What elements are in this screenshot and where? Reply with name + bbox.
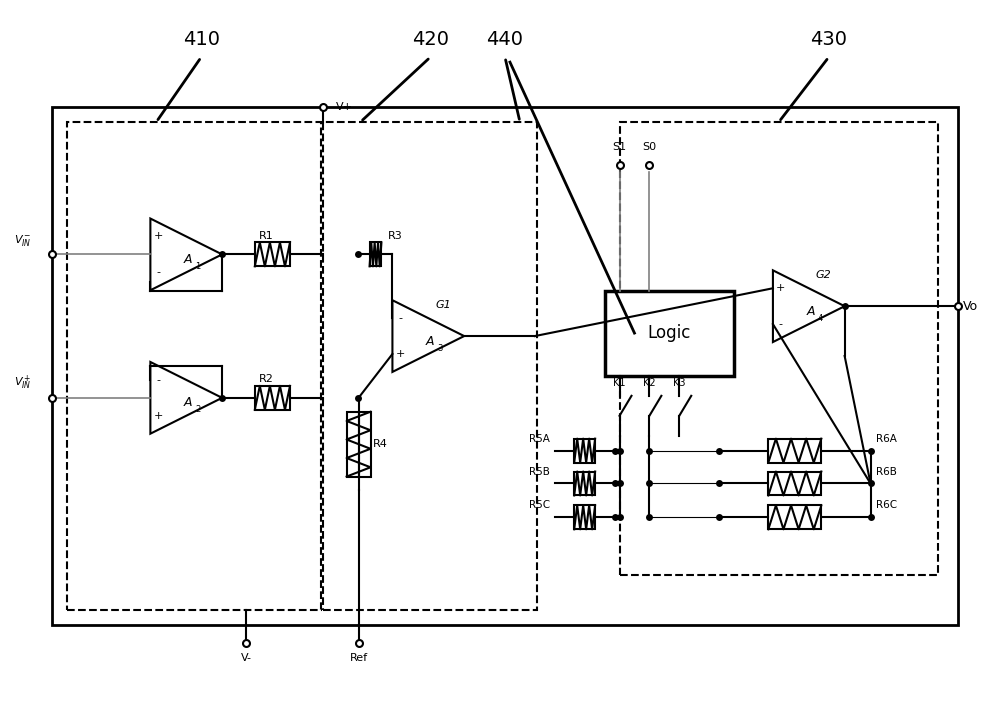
Text: 2: 2 <box>196 405 201 414</box>
Text: -: - <box>398 313 402 323</box>
Text: S0: S0 <box>642 142 656 152</box>
Text: $V_{IN}^+$: $V_{IN}^+$ <box>14 373 31 392</box>
FancyBboxPatch shape <box>768 472 821 496</box>
Text: 1: 1 <box>196 262 201 271</box>
Text: $V_{IN}^-$: $V_{IN}^-$ <box>14 234 31 249</box>
Text: +: + <box>396 349 405 359</box>
Text: K3: K3 <box>673 378 686 388</box>
Bar <box>323 122 537 610</box>
Text: A: A <box>807 305 815 318</box>
FancyBboxPatch shape <box>768 505 821 530</box>
Text: A: A <box>184 396 192 409</box>
Text: 410: 410 <box>183 30 220 49</box>
Text: V+: V+ <box>336 102 353 112</box>
Text: 420: 420 <box>412 30 449 49</box>
Text: R6B: R6B <box>876 467 896 477</box>
Bar <box>605 292 734 376</box>
Text: R3: R3 <box>388 232 403 241</box>
Text: R4: R4 <box>373 438 387 448</box>
Text: 4: 4 <box>818 313 823 323</box>
Text: R5A: R5A <box>529 433 550 443</box>
Text: R6C: R6C <box>876 501 897 510</box>
FancyBboxPatch shape <box>255 242 290 266</box>
Text: +: + <box>776 283 786 293</box>
Text: -: - <box>156 268 160 277</box>
Text: +: + <box>154 232 163 241</box>
FancyBboxPatch shape <box>574 505 595 530</box>
FancyBboxPatch shape <box>370 242 381 266</box>
Text: Logic: Logic <box>648 324 691 342</box>
Text: +: + <box>154 411 163 421</box>
Text: -: - <box>779 319 783 329</box>
FancyBboxPatch shape <box>574 472 595 496</box>
Text: V-: V- <box>241 653 252 663</box>
Text: S1: S1 <box>612 142 627 152</box>
Text: R1: R1 <box>259 232 273 241</box>
Text: 440: 440 <box>486 30 523 49</box>
FancyBboxPatch shape <box>768 438 821 462</box>
Text: R5B: R5B <box>529 467 550 477</box>
Text: 3: 3 <box>438 344 443 352</box>
Bar <box>620 122 938 575</box>
Text: 430: 430 <box>810 30 847 49</box>
Bar <box>67 122 321 610</box>
Text: G2: G2 <box>816 270 832 280</box>
Text: R2: R2 <box>258 374 273 384</box>
Text: G1: G1 <box>435 300 451 310</box>
Text: Ref: Ref <box>349 653 368 663</box>
FancyBboxPatch shape <box>574 438 595 462</box>
Text: K1: K1 <box>613 378 626 388</box>
Text: Vo: Vo <box>963 299 978 313</box>
Bar <box>52 107 958 625</box>
Text: R6A: R6A <box>876 433 896 443</box>
Text: R5C: R5C <box>529 501 550 510</box>
Text: K2: K2 <box>643 378 656 388</box>
FancyBboxPatch shape <box>255 386 290 409</box>
Text: -: - <box>156 375 160 385</box>
Text: A: A <box>184 253 192 266</box>
FancyBboxPatch shape <box>347 412 371 477</box>
Text: A: A <box>426 335 435 347</box>
